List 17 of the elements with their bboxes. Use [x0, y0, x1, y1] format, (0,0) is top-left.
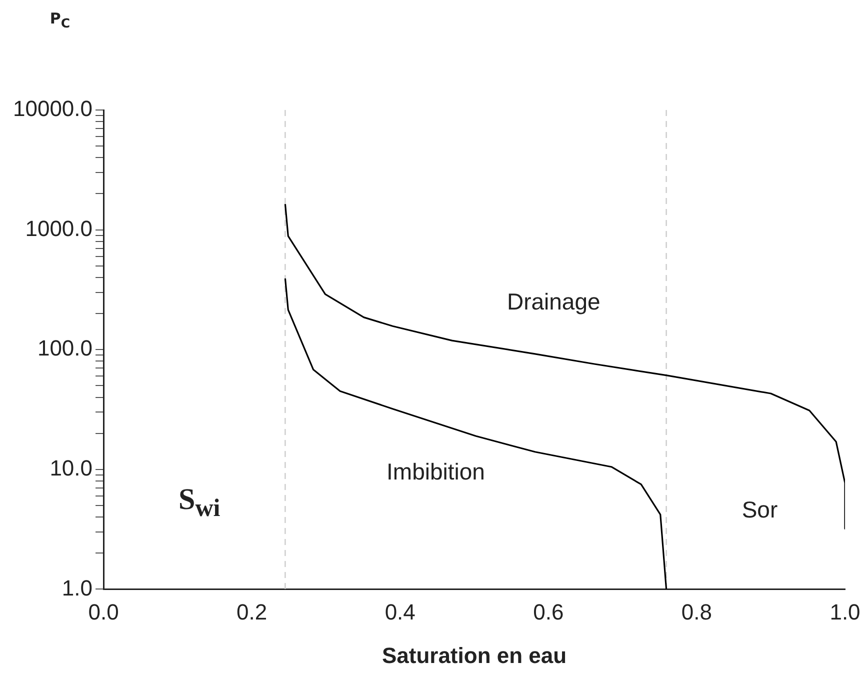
x-tick-label: 1.0: [830, 599, 860, 624]
series-label: Drainage: [506, 288, 600, 316]
x-tick-label: 0.8: [681, 599, 712, 624]
y-tick-label: 1000.0: [25, 216, 93, 241]
series-label: Imbibition: [386, 458, 485, 486]
x-tick-label: 0.6: [533, 599, 564, 624]
x-tick-label: 0.4: [384, 599, 416, 624]
y-axis-title: P$_{C}$: [50, 10, 70, 30]
y-tick-label: 1.0: [62, 575, 93, 600]
annotation: Sor: [742, 496, 778, 524]
y-tick-label: 10.0: [50, 455, 93, 480]
ref-line-label: S$_{wi}$: [178, 482, 220, 523]
y-tick-label: 100.0: [37, 336, 93, 361]
x-tick-label: 0.2: [236, 599, 268, 624]
x-tick-label: 0.0: [88, 599, 119, 624]
x-axis-title: Saturation en eau: [382, 642, 567, 668]
y-tick-label: 10000.0: [12, 96, 93, 122]
